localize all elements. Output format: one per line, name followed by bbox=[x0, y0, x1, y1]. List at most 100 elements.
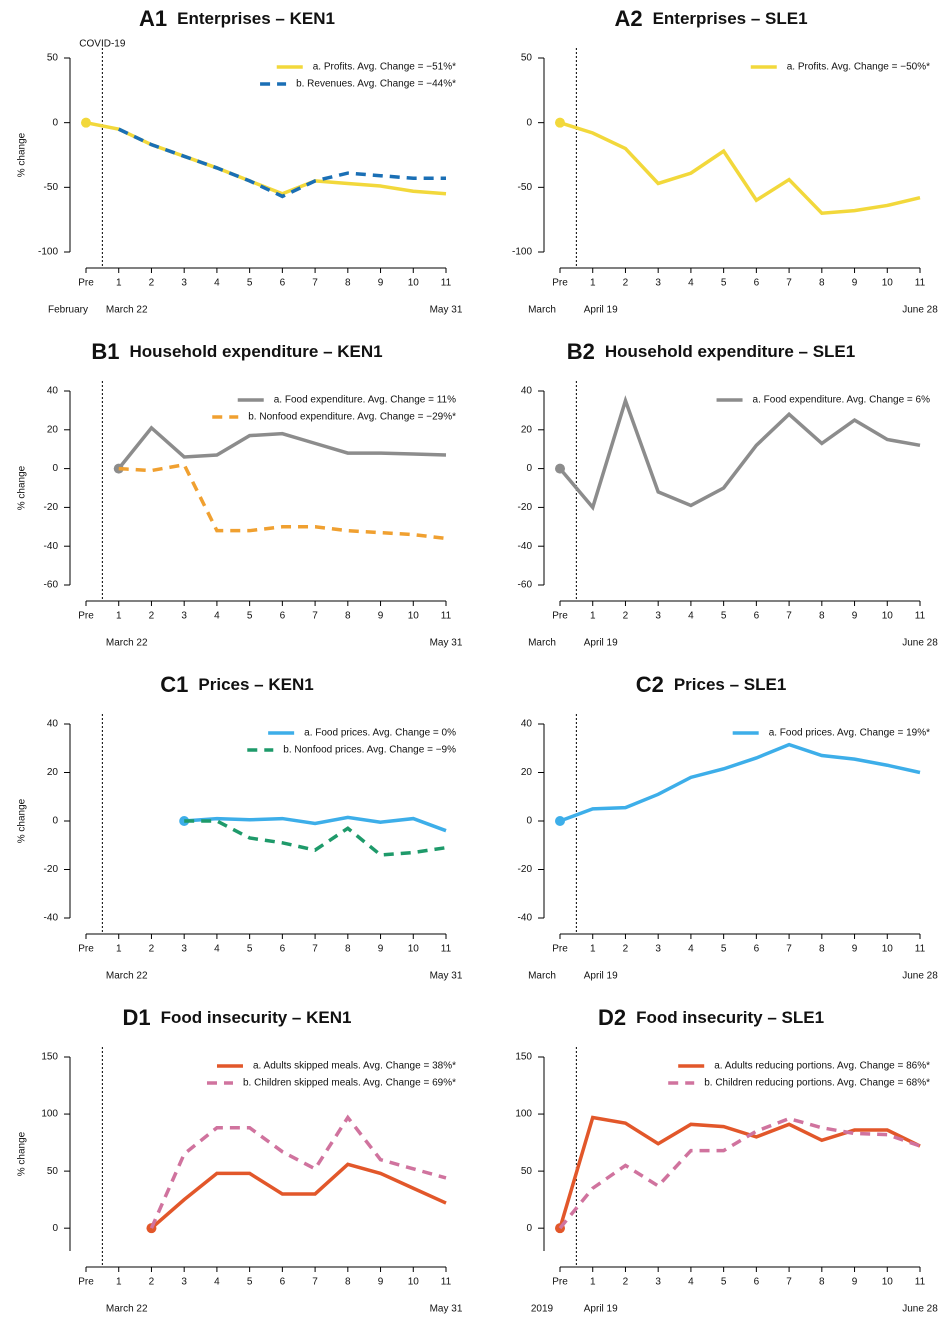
x-tick-label: Pre bbox=[78, 611, 94, 622]
title-text: Prices – SLE1 bbox=[674, 675, 786, 694]
y-tick-label: -20 bbox=[518, 502, 533, 513]
panel-label: D1 bbox=[123, 1005, 151, 1030]
x-tick-label: Pre bbox=[552, 278, 568, 289]
x-tick-label: 6 bbox=[280, 278, 286, 289]
x-date-label: June 28 bbox=[902, 1304, 938, 1315]
x-tick-label: 5 bbox=[247, 278, 253, 289]
panel-title: B2 Household expenditure – SLE1 bbox=[567, 339, 855, 364]
x-tick-label: 3 bbox=[655, 611, 661, 622]
legend-label: a. Food prices. Avg. Change = 0% bbox=[304, 728, 456, 739]
series-line bbox=[558, 1115, 921, 1229]
x-tick-label: 8 bbox=[345, 1277, 351, 1288]
y-tick-label: -60 bbox=[44, 580, 59, 591]
series-line bbox=[559, 120, 921, 216]
x-tick-label: 8 bbox=[345, 611, 351, 622]
title-text: Food insecurity – SLE1 bbox=[636, 1008, 824, 1027]
x-tick-label: Pre bbox=[552, 611, 568, 622]
x-tick-label: 7 bbox=[786, 278, 792, 289]
x-date-label: May 31 bbox=[430, 638, 463, 649]
y-tick-label: 0 bbox=[52, 816, 58, 827]
x-tick-label: 10 bbox=[408, 611, 420, 622]
x-tick-label: 4 bbox=[688, 1277, 694, 1288]
x-tick-label: 1 bbox=[590, 278, 596, 289]
x-tick-label: 11 bbox=[915, 1277, 926, 1288]
x-tick-label: 10 bbox=[408, 1277, 420, 1288]
x-tick-label: 9 bbox=[378, 1277, 384, 1288]
x-tick-label: 8 bbox=[819, 278, 825, 289]
series-line bbox=[149, 1114, 447, 1229]
x-tick-label: 5 bbox=[247, 611, 253, 622]
x-tick-label: 2 bbox=[149, 944, 155, 955]
y-tick-label: 0 bbox=[526, 816, 532, 827]
x-tick-label: 7 bbox=[786, 1277, 792, 1288]
x-tick-label: Pre bbox=[78, 278, 94, 289]
legend-label: b. Revenues. Avg. Change = −44%* bbox=[296, 79, 456, 90]
x-tick-label: Pre bbox=[552, 1277, 568, 1288]
series-line bbox=[117, 425, 447, 470]
y-tick-label: -100 bbox=[512, 247, 532, 258]
x-tick-label: 9 bbox=[378, 278, 384, 289]
x-date-label: March bbox=[528, 305, 556, 316]
start-point bbox=[81, 117, 91, 128]
x-tick-label: 8 bbox=[819, 611, 825, 622]
x-tick-label: 4 bbox=[214, 944, 220, 955]
x-date-label: June 28 bbox=[902, 971, 938, 982]
panel-label: D2 bbox=[598, 1005, 626, 1030]
panel-title: A1 Enterprises – KEN1 bbox=[139, 6, 335, 31]
panel-title: A2 Enterprises – SLE1 bbox=[614, 6, 807, 31]
y-tick-label: -40 bbox=[518, 913, 533, 924]
x-tick-label: 1 bbox=[116, 1277, 122, 1288]
x-tick-label: 2 bbox=[623, 1277, 629, 1288]
y-tick-label: 50 bbox=[521, 53, 533, 64]
series-line bbox=[117, 127, 446, 199]
x-tick-label: 3 bbox=[655, 1277, 661, 1288]
y-tick-label: 20 bbox=[47, 424, 59, 435]
legend-label: b. Nonfood prices. Avg. Change = −9% bbox=[283, 745, 456, 756]
x-tick-label: 1 bbox=[590, 944, 596, 955]
x-tick-label: 6 bbox=[280, 611, 286, 622]
series-line bbox=[150, 1162, 447, 1230]
y-tick-label: -40 bbox=[44, 541, 59, 552]
panel-title: D1 Food insecurity – KEN1 bbox=[123, 1005, 352, 1030]
x-tick-label: 4 bbox=[214, 611, 220, 622]
x-tick-label: 8 bbox=[819, 1277, 825, 1288]
y-tick-label: 50 bbox=[47, 1166, 59, 1177]
x-date-label: March bbox=[528, 971, 556, 982]
y-tick-label: 0 bbox=[526, 1223, 532, 1234]
legend-label: a. Food prices. Avg. Change = 19%* bbox=[769, 728, 930, 739]
x-tick-label: Pre bbox=[78, 1277, 94, 1288]
x-tick-label: 5 bbox=[247, 944, 253, 955]
x-tick-label: Pre bbox=[78, 944, 94, 955]
x-tick-label: 9 bbox=[378, 944, 384, 955]
x-tick-label: 9 bbox=[378, 611, 384, 622]
y-tick-label: -60 bbox=[518, 580, 533, 591]
x-date-label: March bbox=[528, 638, 556, 649]
x-tick-label: 4 bbox=[688, 278, 694, 289]
legend-label: b. Children skipped meals. Avg. Change =… bbox=[243, 1078, 456, 1089]
x-tick-label: Pre bbox=[552, 944, 568, 955]
x-date-label: May 31 bbox=[430, 305, 463, 316]
x-tick-label: 11 bbox=[441, 1277, 452, 1288]
title-text: Prices – KEN1 bbox=[198, 675, 313, 694]
x-tick-label: 4 bbox=[688, 944, 694, 955]
x-date-label: February bbox=[48, 305, 88, 316]
x-tick-label: 6 bbox=[754, 1277, 760, 1288]
x-date-label: March 22 bbox=[106, 1304, 148, 1315]
panel-title: D2 Food insecurity – SLE1 bbox=[598, 1005, 824, 1030]
x-tick-label: 2 bbox=[623, 611, 629, 622]
x-tick-label: 5 bbox=[721, 611, 727, 622]
y-tick-label: -50 bbox=[518, 182, 533, 193]
x-tick-label: 1 bbox=[590, 1277, 596, 1288]
x-tick-label: 9 bbox=[852, 1277, 858, 1288]
y-tick-label: 50 bbox=[47, 53, 59, 64]
y-tick-label: 20 bbox=[47, 767, 59, 778]
x-tick-label: 2 bbox=[623, 278, 629, 289]
x-tick-label: 3 bbox=[181, 944, 187, 955]
x-tick-label: 1 bbox=[116, 278, 122, 289]
y-tick-label: 40 bbox=[47, 386, 59, 397]
y-tick-label: 40 bbox=[521, 386, 533, 397]
y-tick-label: -40 bbox=[518, 541, 533, 552]
legend-label: b. Nonfood expenditure. Avg. Change = −2… bbox=[248, 412, 456, 423]
panel-label: C1 bbox=[160, 672, 188, 697]
